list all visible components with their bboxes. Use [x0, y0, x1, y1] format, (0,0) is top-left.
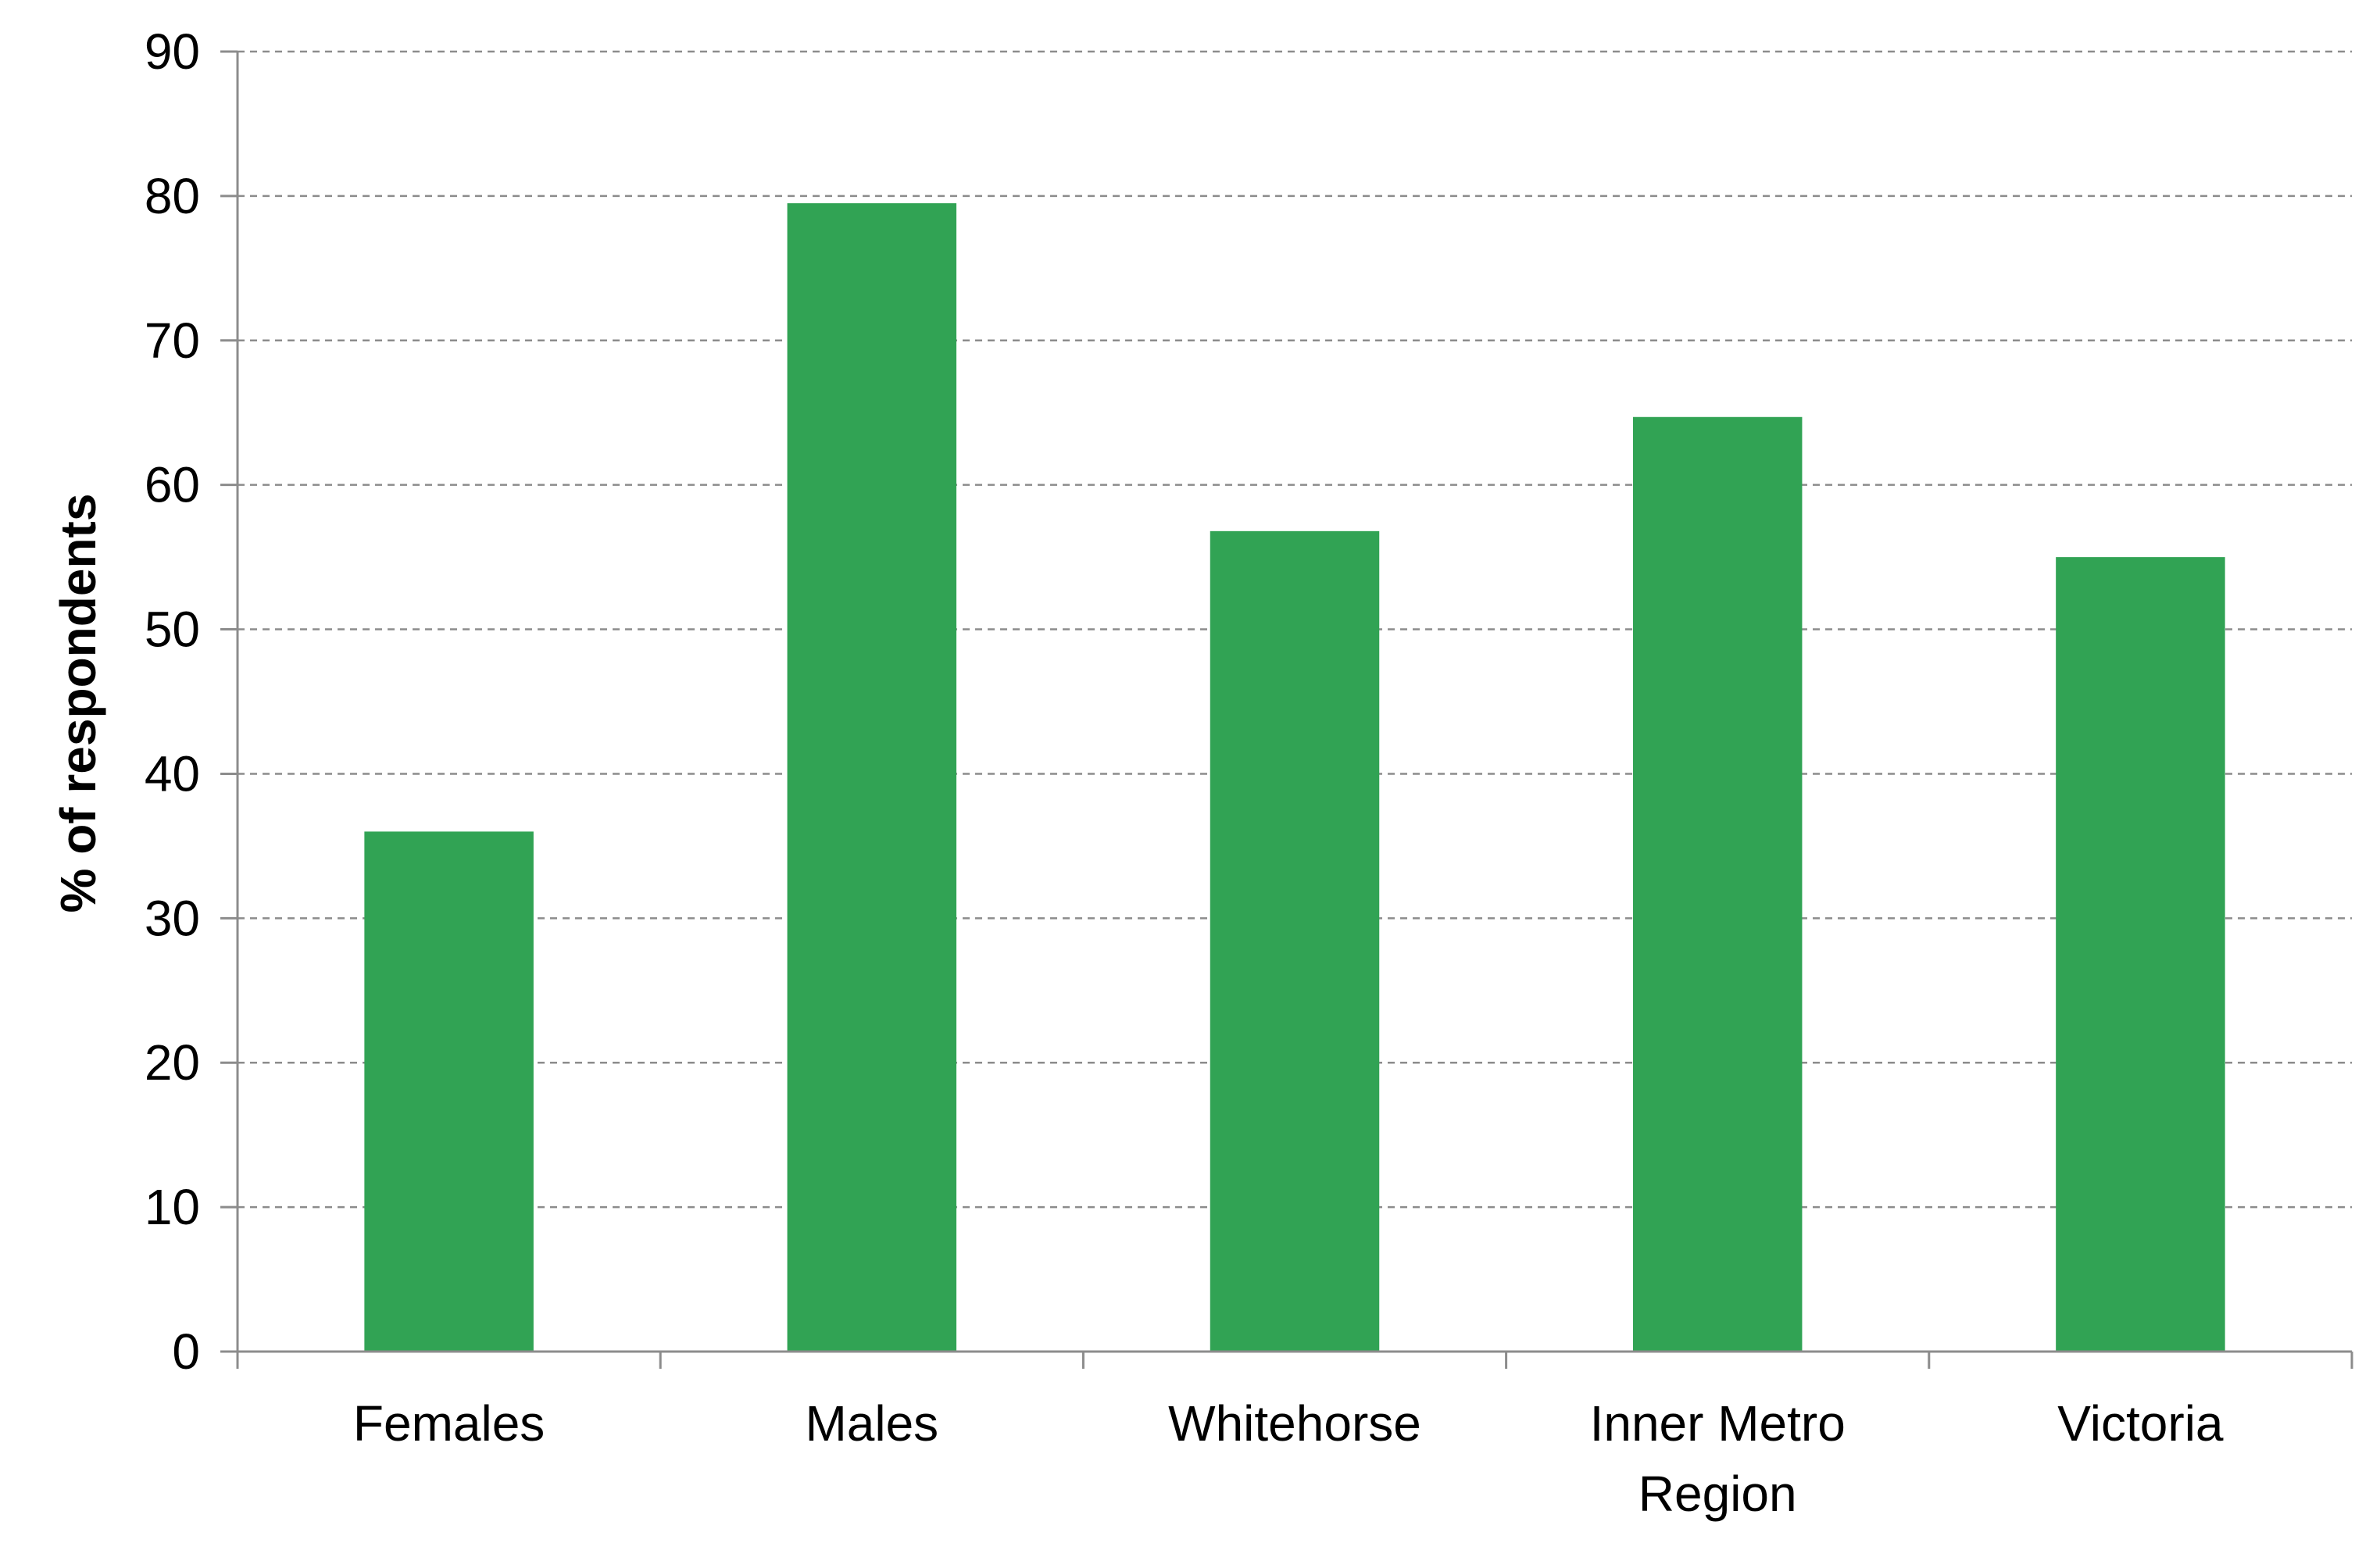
y-tick-label: 50	[145, 602, 200, 658]
x-category-label-line: Females	[353, 1395, 545, 1452]
y-tick-label: 30	[145, 890, 200, 946]
y-tick-label: 0	[172, 1323, 200, 1380]
axes	[220, 50, 2353, 1369]
bar-4	[2056, 557, 2225, 1352]
bar-1	[787, 203, 957, 1352]
x-category-label: Females	[353, 1395, 545, 1452]
x-category-label-line: Victoria	[2057, 1395, 2224, 1452]
y-tick-label: 70	[145, 312, 200, 369]
y-tick-label: 40	[145, 745, 200, 802]
y-tick-label: 90	[145, 23, 200, 80]
bar-0	[364, 831, 534, 1352]
axis-labels: 0 10 20 30 40 50 60 70 80 90 Females Males Whitehors…	[145, 23, 2224, 1522]
x-category-label: Inner Metro Region	[1590, 1395, 1846, 1522]
x-category-label: Whitehorse	[1168, 1395, 1421, 1452]
y-axis-title: % of respondents	[50, 494, 106, 913]
y-tick-label: 10	[145, 1179, 200, 1235]
x-category-label-line: Region	[1638, 1466, 1797, 1522]
y-tick-label: 60	[145, 457, 200, 513]
bar-2	[1210, 530, 1380, 1352]
y-tick-label: 80	[145, 168, 200, 224]
x-category-label-line: Males	[805, 1395, 938, 1452]
bar-3	[1632, 416, 1803, 1352]
y-tick-label: 20	[145, 1034, 200, 1091]
x-category-label: Victoria	[2057, 1395, 2224, 1452]
bars	[364, 203, 2225, 1352]
x-category-label-line: Inner Metro	[1590, 1395, 1846, 1452]
x-category-label-line: Whitehorse	[1168, 1395, 1421, 1452]
x-category-label: Males	[805, 1395, 938, 1452]
